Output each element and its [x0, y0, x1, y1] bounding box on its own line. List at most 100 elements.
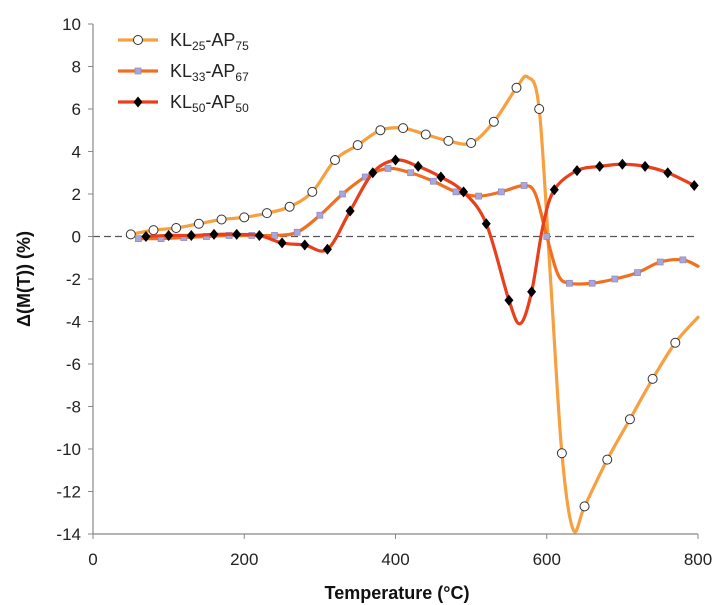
x-tick-label: 200 — [230, 550, 258, 569]
data-point — [368, 167, 378, 179]
y-tick-label: -12 — [56, 483, 81, 502]
data-point — [216, 214, 227, 225]
data-point — [307, 186, 318, 197]
data-point — [384, 165, 392, 172]
data-point — [398, 123, 409, 134]
legend-swatch-marker — [133, 35, 143, 45]
data-point — [640, 160, 650, 172]
data-point — [135, 235, 142, 242]
y-tick-label: -6 — [66, 355, 81, 374]
data-point — [330, 155, 340, 165]
legend-entry-2: KL33-AP67 — [118, 61, 249, 84]
y-tick-label: 8 — [72, 58, 81, 77]
y-tick-label: 6 — [72, 100, 81, 119]
data-point — [543, 233, 551, 240]
data-point — [475, 192, 483, 200]
data-point — [566, 279, 573, 287]
y-tick-label: 4 — [72, 143, 81, 162]
tick-labels: -14 -12 -10 -8 -6 -4 -2 0 2 4 6 8 10 0 200 400 600 800 — [56, 15, 712, 569]
data-point — [232, 228, 242, 240]
y-tick-label: 0 — [72, 228, 81, 247]
data-point — [481, 218, 491, 230]
data-point — [579, 501, 590, 512]
data-point — [413, 160, 423, 172]
data-point — [595, 160, 605, 172]
data-point — [300, 239, 310, 251]
data-point — [656, 258, 664, 266]
series-2 — [135, 165, 700, 287]
legend-swatch-marker — [133, 96, 143, 108]
y-tick-label: 2 — [72, 185, 81, 204]
series-1 — [125, 74, 700, 534]
y-tick-label: 10 — [62, 15, 81, 34]
data-point — [339, 190, 346, 198]
data-point — [556, 448, 567, 459]
y-tick-label: -4 — [66, 313, 81, 332]
data-point — [679, 256, 687, 264]
data-point — [670, 337, 681, 348]
series-line-3 — [144, 158, 696, 326]
data-point — [602, 454, 613, 465]
data-point — [572, 165, 582, 177]
data-point — [611, 275, 619, 283]
legend-label: KL33-AP67 — [170, 61, 249, 84]
y-tick-label: -10 — [56, 440, 81, 459]
data-point — [498, 188, 505, 196]
series-3 — [141, 154, 699, 326]
data-point — [164, 229, 174, 241]
data-point — [391, 154, 400, 166]
axes-layer — [88, 23, 699, 539]
x-tick-label: 400 — [381, 550, 409, 569]
data-point — [141, 231, 151, 242]
legend-entry-1: KL25-AP75 — [118, 30, 249, 53]
data-point — [284, 201, 295, 212]
series-layer — [125, 74, 700, 534]
data-point — [452, 188, 460, 196]
data-point — [316, 211, 324, 219]
data-point — [345, 205, 355, 217]
series-line-2 — [136, 166, 700, 286]
data-point — [617, 158, 627, 170]
y-tick-label: -14 — [56, 525, 81, 544]
x-tick-label: 0 — [88, 550, 97, 569]
data-point — [375, 125, 386, 136]
legend-entry-3: KL50-AP50 — [118, 92, 249, 115]
legend-label: KL50-AP50 — [170, 92, 249, 115]
data-point — [663, 167, 673, 179]
data-point — [504, 294, 514, 306]
data-point — [322, 243, 332, 255]
y-tick-label: -2 — [66, 270, 81, 289]
data-point — [239, 212, 250, 223]
data-point — [148, 225, 159, 236]
data-point — [254, 229, 264, 241]
legend-label: KL25-AP75 — [170, 30, 249, 53]
data-point — [352, 140, 363, 151]
data-point — [209, 228, 219, 240]
data-point — [511, 82, 522, 93]
x-tick-label: 600 — [533, 550, 561, 569]
data-point — [647, 373, 658, 384]
data-point — [520, 182, 528, 189]
data-point — [186, 229, 196, 241]
data-point — [466, 138, 477, 148]
x-axis-title: Temperature (°C) — [325, 583, 470, 603]
legend: KL25-AP75 KL33-AP67 KL50-AP50 — [118, 30, 249, 115]
data-point — [420, 129, 431, 140]
data-point — [634, 269, 641, 276]
data-point — [689, 180, 699, 191]
legend-swatch-marker — [134, 67, 142, 75]
data-point — [277, 237, 287, 249]
data-point — [588, 279, 596, 287]
data-point — [193, 218, 204, 229]
data-point — [271, 232, 278, 239]
data-point — [407, 169, 414, 177]
data-point — [171, 223, 182, 233]
data-point — [436, 171, 446, 183]
y-tick-label: -8 — [66, 398, 81, 417]
data-point — [624, 414, 635, 425]
data-point — [125, 229, 136, 240]
data-point — [459, 186, 469, 198]
data-point — [429, 177, 437, 185]
data-point — [488, 116, 499, 127]
